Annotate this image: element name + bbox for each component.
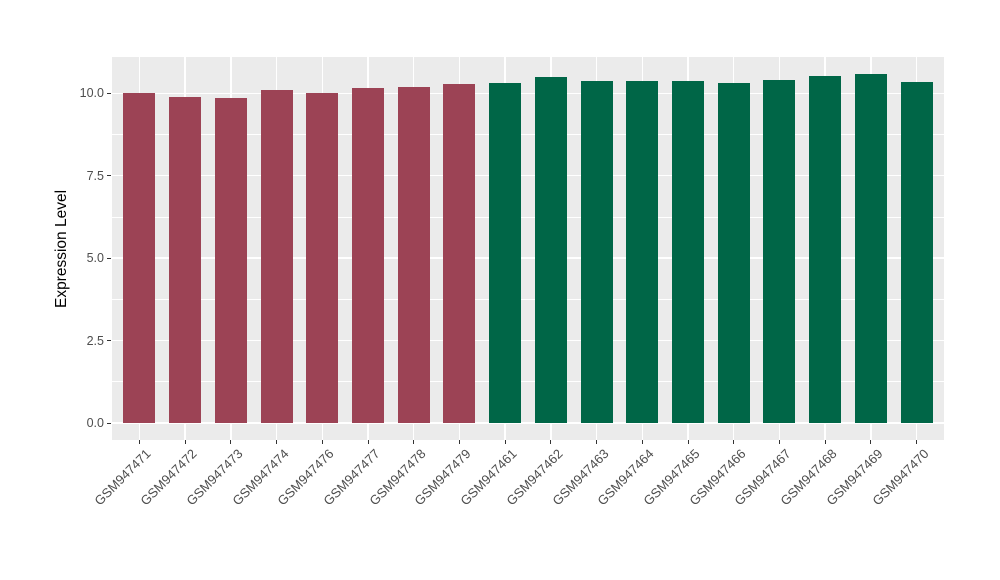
bar <box>352 88 384 423</box>
bar <box>763 80 796 423</box>
gridline-minor-horizontal <box>112 299 944 300</box>
gridline-major-horizontal <box>112 339 944 342</box>
x-tick-mark <box>550 440 552 444</box>
y-tick-label: 10.0 <box>79 86 104 101</box>
y-tick-label: 5.0 <box>86 251 104 266</box>
bar <box>260 90 293 423</box>
bar <box>534 76 567 423</box>
x-tick-mark <box>687 440 689 444</box>
y-tick-mark <box>107 340 111 342</box>
bar <box>306 92 339 423</box>
bar <box>123 93 156 423</box>
x-tick-mark <box>138 440 140 444</box>
gridline-minor-horizontal <box>112 381 944 383</box>
gridline-major-horizontal <box>112 92 944 94</box>
bar <box>214 98 247 423</box>
bar <box>854 73 887 423</box>
bar <box>169 96 202 423</box>
x-tick-mark <box>276 440 278 444</box>
bar <box>443 84 476 423</box>
x-tick-mark <box>367 440 369 444</box>
x-tick-mark <box>184 440 186 444</box>
y-tick-label: 7.5 <box>86 168 104 183</box>
y-axis-title-text: Expression Level <box>53 189 71 308</box>
x-tick-mark <box>641 440 643 444</box>
y-tick-mark <box>107 175 111 177</box>
y-tick-mark <box>107 92 111 94</box>
y-tick-label: 2.5 <box>86 333 104 348</box>
x-tick-mark <box>596 440 598 444</box>
plot-panel <box>112 57 944 440</box>
gridline-major-horizontal <box>112 257 944 259</box>
x-tick-mark <box>916 440 918 444</box>
bar <box>717 83 750 423</box>
x-tick-mark <box>733 440 735 444</box>
y-tick-mark <box>107 257 111 259</box>
x-tick-mark <box>413 440 415 444</box>
bar <box>672 80 704 423</box>
x-tick-mark <box>778 440 780 444</box>
y-axis-title: Expression Level <box>48 57 76 440</box>
y-tick-label: 0.0 <box>86 416 104 430</box>
bar <box>489 83 522 423</box>
gridline-minor-horizontal <box>112 134 944 135</box>
x-tick-mark <box>458 440 460 444</box>
x-tick-mark <box>321 440 323 444</box>
x-tick-mark <box>504 440 506 444</box>
x-tick-mark <box>824 440 826 444</box>
y-tick-mark <box>107 422 111 424</box>
gridline-minor-horizontal <box>112 216 944 218</box>
x-tick-mark <box>230 440 232 444</box>
bar <box>397 86 430 423</box>
bar <box>809 75 842 423</box>
gridline-major-horizontal <box>112 422 944 424</box>
bar <box>900 82 933 423</box>
x-tick-mark <box>870 440 872 444</box>
gridline-major-horizontal <box>112 175 944 177</box>
bar <box>580 81 613 423</box>
bar <box>626 80 659 423</box>
